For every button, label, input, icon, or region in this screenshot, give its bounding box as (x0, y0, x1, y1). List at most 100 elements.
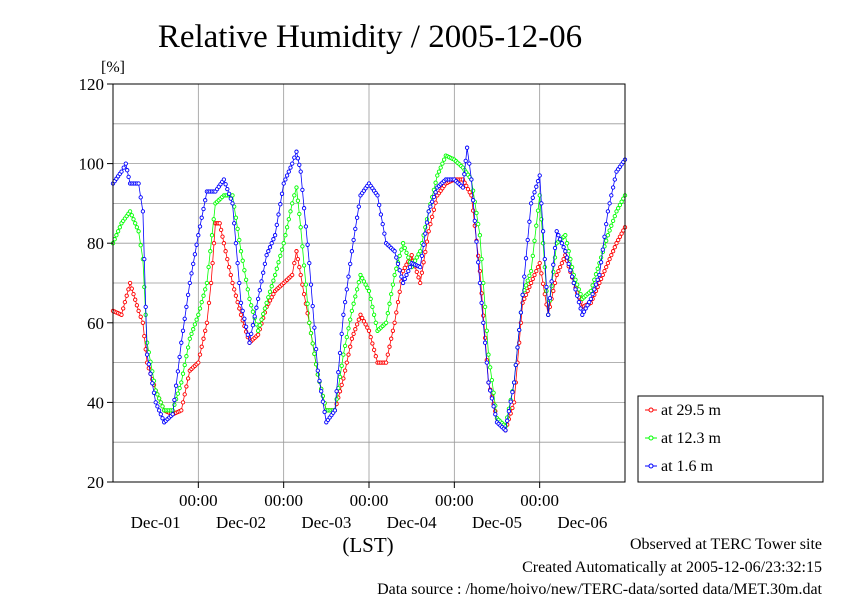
data-point (382, 231, 387, 236)
data-point (249, 303, 254, 308)
data-point (201, 206, 206, 212)
data-point (571, 280, 576, 286)
x-date-label: Dec-03 (301, 513, 351, 532)
x-axis-label: (LST) (342, 533, 393, 557)
data-point (160, 404, 165, 409)
data-point (619, 231, 624, 236)
data-point (278, 202, 283, 207)
data-point (288, 165, 293, 170)
data-point (476, 260, 481, 265)
data-point (232, 287, 237, 292)
data-point (284, 225, 290, 230)
data-point (261, 270, 266, 275)
data-point (404, 272, 409, 278)
data-point (605, 209, 611, 214)
data-point (269, 284, 274, 289)
data-point (486, 352, 491, 357)
data-point (233, 215, 239, 220)
x-tick-label: 00:00 (179, 491, 218, 510)
data-point (172, 402, 177, 407)
data-point (619, 199, 624, 204)
data-point (121, 165, 126, 170)
data-point (540, 281, 546, 286)
data-point (604, 264, 609, 270)
data-point (187, 336, 192, 341)
data-point (123, 161, 128, 166)
data-point (532, 238, 537, 243)
data-point (366, 328, 372, 333)
data-point (617, 202, 623, 208)
data-point (412, 258, 418, 263)
data-point (342, 299, 348, 305)
data-point (503, 428, 508, 433)
data-point (416, 252, 421, 257)
data-point (588, 296, 594, 302)
data-point (368, 296, 373, 302)
y-tick-label: 40 (87, 393, 104, 412)
data-point (303, 282, 309, 287)
data-point (112, 237, 117, 242)
data-point (348, 317, 353, 322)
data-point (488, 365, 493, 370)
data-point (301, 263, 307, 268)
data-point (392, 249, 397, 254)
data-point (394, 310, 399, 315)
data-point (590, 291, 595, 297)
data-point (600, 272, 605, 278)
data-point (482, 340, 488, 345)
data-point (158, 412, 163, 417)
data-point (242, 316, 247, 321)
data-point (230, 280, 235, 286)
data-point (294, 249, 299, 254)
data-point (535, 178, 541, 184)
data-point (177, 385, 182, 391)
data-point (418, 249, 423, 254)
data-point (269, 241, 274, 246)
data-point (371, 347, 377, 353)
data-point (370, 341, 375, 346)
data-point (404, 262, 409, 267)
data-point (568, 268, 573, 273)
data-point (360, 276, 365, 281)
data-point (474, 210, 479, 216)
data-point (356, 317, 361, 322)
data-point (310, 303, 315, 309)
data-point (196, 312, 201, 317)
data-point (276, 260, 281, 265)
data-point (206, 300, 212, 306)
data-point (127, 209, 133, 214)
data-point (395, 299, 401, 305)
data-point (406, 255, 411, 260)
data-point (180, 371, 186, 376)
data-point (182, 362, 187, 368)
data-point (428, 204, 433, 209)
data-point (592, 277, 597, 282)
data-point (423, 249, 428, 255)
data-point (211, 241, 217, 246)
data-point (488, 388, 493, 393)
data-point (426, 229, 431, 234)
data-point (303, 224, 309, 229)
data-point (609, 223, 614, 228)
data-point (523, 283, 529, 288)
data-point (300, 282, 305, 287)
data-point (561, 256, 566, 262)
data-point (342, 368, 348, 373)
data-point (358, 272, 363, 278)
data-point (604, 238, 609, 243)
data-point (267, 289, 273, 294)
data-point (467, 190, 472, 195)
data-point (344, 334, 349, 340)
data-point (588, 288, 594, 294)
data-point (612, 213, 617, 219)
data-point (117, 225, 122, 230)
data-point (566, 261, 571, 267)
data-point (257, 288, 262, 293)
data-point (349, 249, 355, 254)
data-point (238, 312, 244, 317)
data-point (593, 272, 599, 277)
data-point (136, 229, 141, 234)
data-point (185, 376, 191, 381)
data-point (218, 227, 224, 233)
